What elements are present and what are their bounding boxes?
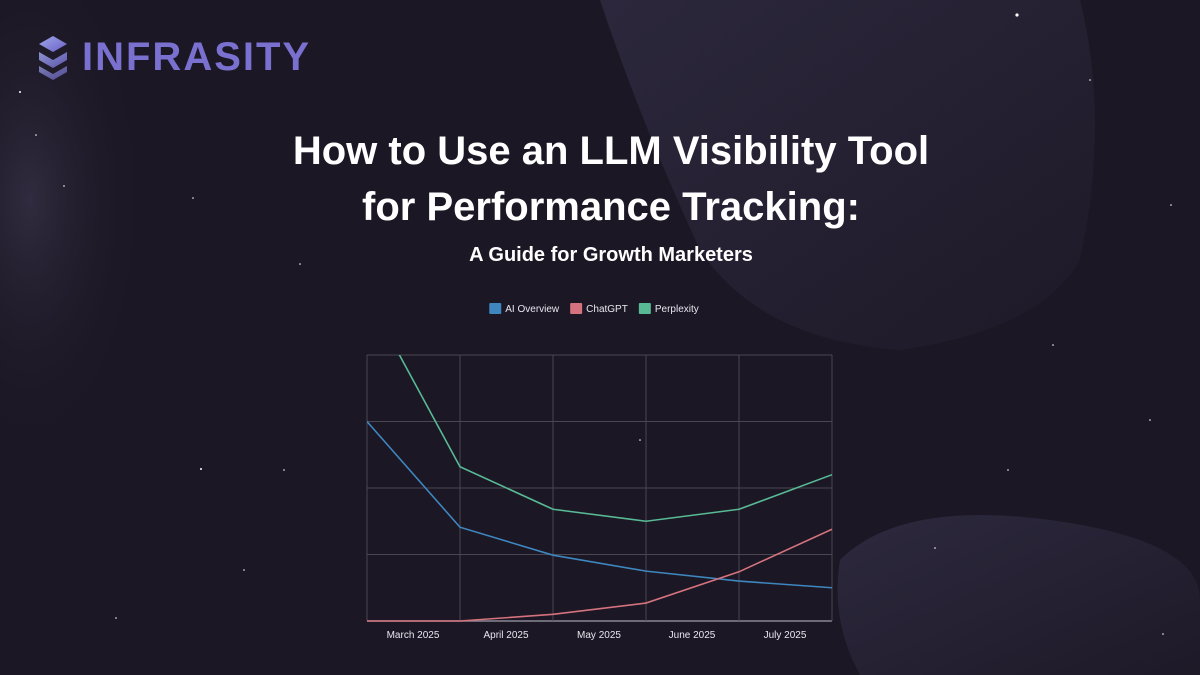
legend-swatch [489, 303, 502, 314]
series-line [367, 420, 832, 589]
legend-item: ChatGPT [570, 303, 628, 315]
legend-item: AI Overview [489, 303, 560, 315]
stars [19, 13, 1172, 635]
logo-icon [39, 36, 67, 80]
x-tick-label: July 2025 [764, 630, 807, 641]
title-line: How to Use an LLM Visibility Tool [293, 129, 929, 173]
legend-label: AI Overview [505, 304, 560, 315]
legend-label: ChatGPT [586, 304, 628, 315]
legend: AI Overview ChatGPT Perplexity [489, 303, 699, 315]
title-line: for Performance Tracking: [362, 185, 860, 229]
legend-label: Perplexity [655, 304, 699, 315]
planet-shape [837, 515, 1200, 675]
x-tick-label: May 2025 [577, 630, 621, 641]
planet-shape [600, 0, 1095, 350]
series-line [398, 355, 832, 523]
series-line [367, 528, 832, 622]
subtitle: A Guide for Growth Marketers [469, 244, 753, 266]
legend-item: Perplexity [638, 303, 699, 315]
legend-swatch [570, 303, 583, 314]
x-tick-label: April 2025 [483, 630, 528, 641]
line-chart: March 2025 April 2025 May 2025 June 2025 Jul… [366, 303, 833, 641]
legend-swatch [638, 303, 651, 314]
glow [0, 0, 150, 460]
x-tick-label: March 2025 [387, 630, 440, 641]
brand-name: INFRASITY [82, 35, 311, 79]
x-tick-label: June 2025 [669, 630, 716, 641]
